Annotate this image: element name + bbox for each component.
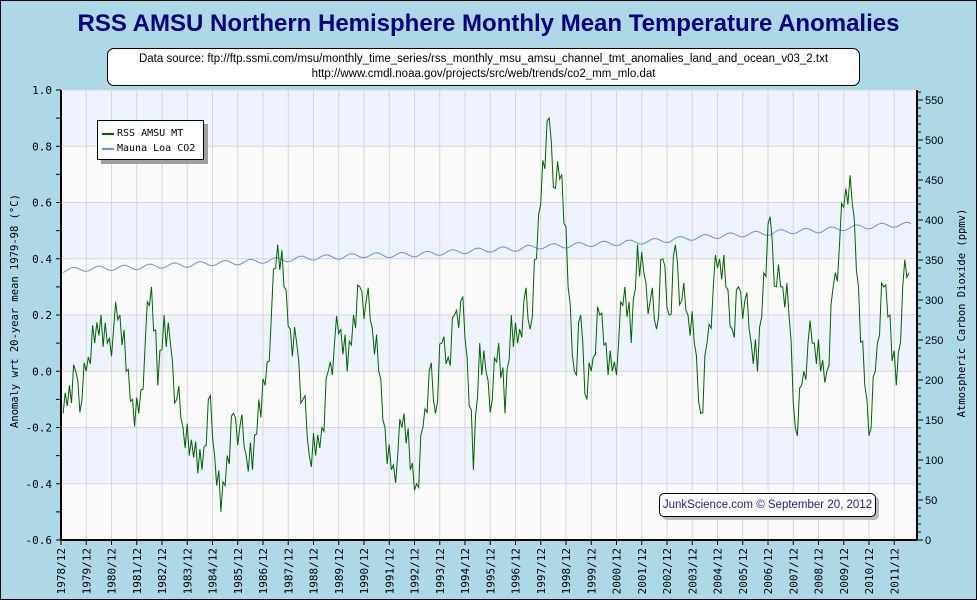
x-tick-label: 1986/12 [257,548,270,594]
x-tick-label: 2011/12 [888,548,901,594]
y-tick-label: 0.0 [32,365,52,378]
x-tick-label: 2001/12 [636,548,649,594]
data-source-box: Data source: ftp://ftp.ssmi.com/msu/mont… [107,48,860,86]
legend-item-co2: Mauna Loa CO2 [102,141,203,156]
legend-swatch-rss [102,132,114,135]
x-tick-label: 1983/12 [181,548,194,594]
x-tick-label: 2010/12 [863,548,876,594]
y2-tick-label: 50 [925,495,937,507]
x-tick-label: 1979/12 [80,548,93,594]
rss-series-line [62,116,910,512]
y2-tick-label: 250 [925,335,943,347]
y-tick-label: 0.4 [32,253,52,266]
y2-axis-label: Atmospheric Carbon Dioxide (ppmv) [956,208,968,418]
x-tick-label: 1988/12 [308,548,321,594]
y-tick-label: 0.6 [32,197,52,210]
y2-tick-label: 550 [925,95,943,107]
co2-series-line [62,221,912,273]
y2-tick-label: 200 [925,375,943,387]
y-tick-label: -0.2 [26,422,53,435]
y-axis-label: Anomaly wrt 20-year mean 1979-98 (°C) [9,194,21,428]
y2-tick-label: 150 [925,415,943,427]
x-tick-label: 1993/12 [434,548,447,594]
plot-band [61,202,917,259]
y2-tick-label: 350 [925,255,943,267]
x-tick-label: 2008/12 [813,548,826,594]
x-tick-label: 1995/12 [484,548,497,594]
data-source-line-2: http://www.cmdl.noaa.gov/projects/src/we… [311,68,656,80]
x-tick-label: 1999/12 [585,548,598,594]
x-tick-label: 2004/12 [712,548,725,594]
x-tick-label: 2000/12 [611,548,624,594]
x-tick-label: 2003/12 [686,548,699,594]
y-tick-label: 1.0 [32,84,52,97]
y-tick-label: 0.2 [32,309,52,322]
x-tick-label: 1987/12 [282,548,295,594]
y2-tick-label: 400 [925,215,943,227]
y-tick-label: 0.8 [32,140,52,153]
plot-band [61,258,917,315]
x-tick-label: 2006/12 [762,548,775,594]
legend-label-co2: Mauna Loa CO2 [117,143,196,154]
x-tick-label: 1984/12 [207,548,220,594]
x-tick-label: 1997/12 [535,548,548,594]
legend-item-rss: RSS AMSU MT [102,126,203,141]
x-tick-label: 1991/12 [383,548,396,594]
data-source-line-1: Data source: ftp://ftp.ssmi.com/msu/mont… [138,53,829,65]
x-tick-label: 2009/12 [838,548,851,594]
x-tick-label: 1989/12 [333,548,346,594]
x-tick-label: 1980/12 [106,548,119,594]
x-tick-label: 1985/12 [232,548,245,594]
x-tick-label: 1996/12 [510,548,523,594]
y-tick-label: -0.6 [26,534,53,547]
x-tick-label: 2007/12 [787,548,800,594]
x-tick-label: 1981/12 [131,548,144,594]
x-tick-label: 2005/12 [737,548,750,594]
x-tick-label: 2002/12 [661,548,674,594]
y-tick-label: -0.4 [26,478,53,491]
legend-label-rss: RSS AMSU MT [117,128,184,139]
y2-tick-label: 100 [925,455,943,467]
x-tick-label: 1994/12 [459,548,472,594]
y2-tick-label: 450 [925,175,943,187]
watermark: JunkScience.com © September 20, 2012 [659,493,876,517]
x-tick-label: 1982/12 [156,548,169,594]
x-tick-label: 1978/12 [55,548,68,594]
y2-tick-label: 500 [925,135,943,147]
legend: RSS AMSU MT Mauna Loa CO2 [97,120,204,160]
plot-band [61,315,917,372]
chart-title: RSS AMSU Northern Hemisphere Monthly Mea… [77,10,900,37]
legend-swatch-co2 [102,147,114,150]
y2-tick-label: 300 [925,295,943,307]
x-tick-label: 1992/12 [409,548,422,594]
y2-tick-label: 0 [925,535,931,547]
x-tick-label: 1990/12 [358,548,371,594]
x-tick-label: 1998/12 [560,548,573,594]
